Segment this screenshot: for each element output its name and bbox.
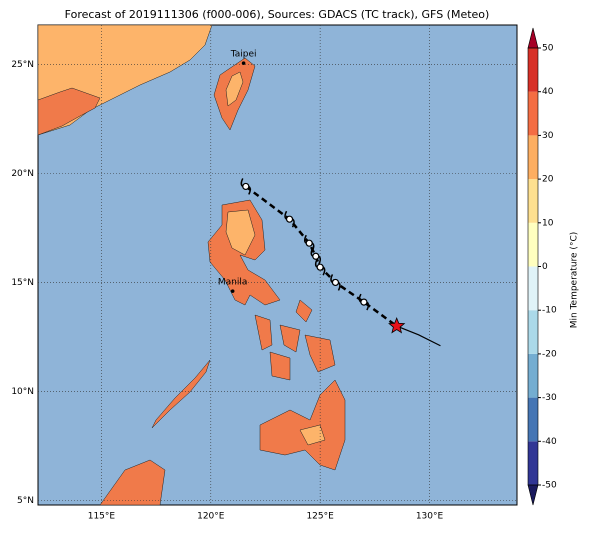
colorbar-tick-label: -40 xyxy=(542,437,557,447)
x-tick-label: 125°E xyxy=(306,512,334,522)
x-tick-label: 115°E xyxy=(88,512,116,522)
colorbar-tick-label: 30 xyxy=(542,131,554,141)
colorbar-segment xyxy=(528,135,538,180)
colorbar-tick-label: 50 xyxy=(542,44,554,54)
colorbar-extend-min xyxy=(527,484,539,506)
typhoon-eye xyxy=(331,278,340,287)
colorbar-segment xyxy=(528,397,538,442)
colorbar-segment xyxy=(528,179,538,223)
colorbar-label: Min Temperature (°C) xyxy=(570,232,580,329)
colorbar-segment xyxy=(528,441,538,485)
colorbar-tick-label: -50 xyxy=(542,481,557,491)
x-tick-label: 130°E xyxy=(416,512,444,522)
y-tick-label: 5°N xyxy=(17,496,34,506)
current-position xyxy=(388,317,406,334)
colorbar-extend-max xyxy=(527,27,539,49)
typhoon-eye xyxy=(285,215,294,223)
typhoon-eye xyxy=(312,252,320,260)
colorbar-tick-label: -20 xyxy=(542,349,557,359)
typhoon-eye xyxy=(360,298,368,306)
city-label: Taipei xyxy=(230,50,257,60)
colorbar-segment xyxy=(528,266,538,311)
typhoon-eye xyxy=(316,263,324,271)
city-dot xyxy=(241,61,246,65)
y-tick-label: 25°N xyxy=(11,60,34,70)
land xyxy=(37,24,346,506)
colorbar-segment xyxy=(528,310,538,354)
colorbar-tick-label: -10 xyxy=(542,306,557,316)
past-track xyxy=(396,325,441,347)
colorbar-tick-label: -30 xyxy=(542,393,557,403)
colorbar-tick-label: 40 xyxy=(542,87,554,97)
colorbar-segment xyxy=(528,353,538,398)
typhoon-eye xyxy=(305,239,313,247)
colorbar-segment xyxy=(528,91,538,136)
colorbar-segment xyxy=(528,48,538,92)
typhoon-eye xyxy=(242,182,250,191)
y-tick-label: 10°N xyxy=(11,387,34,397)
chart-title: Forecast of 2019111306 (f000-006), Sourc… xyxy=(65,8,490,21)
y-tick-label: 15°N xyxy=(11,278,34,288)
y-tick-label: 20°N xyxy=(11,169,34,179)
city-label: Manila xyxy=(218,278,248,288)
colorbar-tick-label: 0 xyxy=(542,262,548,272)
colorbar-segment xyxy=(528,222,538,267)
colorbar-tick-label: 10 xyxy=(542,218,554,228)
x-tick-label: 120°E xyxy=(197,512,225,522)
colorbar-tick-label: 20 xyxy=(542,175,554,185)
city-dot xyxy=(230,289,235,293)
